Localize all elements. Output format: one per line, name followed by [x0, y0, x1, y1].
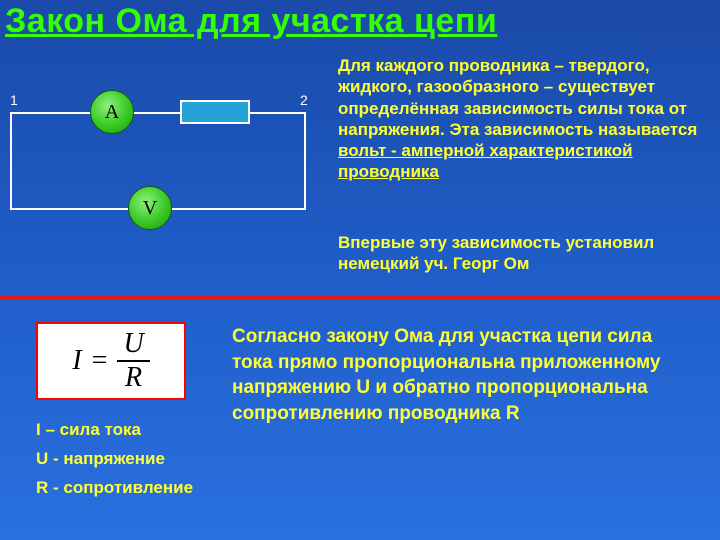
- formula-num: U: [117, 330, 149, 360]
- legend: I – сила тока U - напряжение R - сопроти…: [36, 416, 193, 503]
- wire-left-down: [10, 112, 12, 210]
- formula-eq: =: [92, 345, 108, 377]
- formula-lhs: I: [72, 345, 81, 377]
- legend-i: I – сила тока: [36, 416, 193, 445]
- paragraph-1b: вольт - амперной характеристикой проводн…: [338, 141, 633, 181]
- wire-right-down: [304, 112, 306, 210]
- formula-box: I = U R: [36, 322, 186, 400]
- wire-bottom-left: [10, 208, 128, 210]
- legend-r: R - сопротивление: [36, 474, 193, 503]
- voltmeter-label: V: [143, 197, 157, 220]
- wire-bottom-right: [172, 208, 306, 210]
- legend-u: U - напряжение: [36, 445, 193, 474]
- voltmeter: V: [128, 186, 172, 230]
- law-statement: Согласно закону Ома для участка цепи сил…: [232, 324, 692, 427]
- ammeter: А: [90, 90, 134, 134]
- node-1-label: 1: [10, 92, 18, 108]
- wire-top-mid: [134, 112, 180, 114]
- node-2-label: 2: [300, 92, 308, 108]
- ohm-formula: I = U R: [72, 330, 149, 392]
- divider-line: [0, 295, 720, 299]
- slide-title: Закон Ома для участка цепи: [5, 2, 497, 41]
- ammeter-label: А: [105, 101, 119, 124]
- formula-fraction: U R: [117, 330, 149, 392]
- wire-top-left: [10, 112, 90, 114]
- paragraph-1a: Для каждого проводника – твердого, жидко…: [338, 56, 697, 139]
- paragraph-1: Для каждого проводника – твердого, жидко…: [338, 55, 708, 183]
- wire-top-right: [250, 112, 306, 114]
- resistor: [180, 100, 250, 124]
- circuit-diagram: А V 1 2: [10, 90, 320, 240]
- formula-den: R: [119, 362, 148, 392]
- paragraph-2: Впервые эту зависимость установил немецк…: [338, 232, 714, 275]
